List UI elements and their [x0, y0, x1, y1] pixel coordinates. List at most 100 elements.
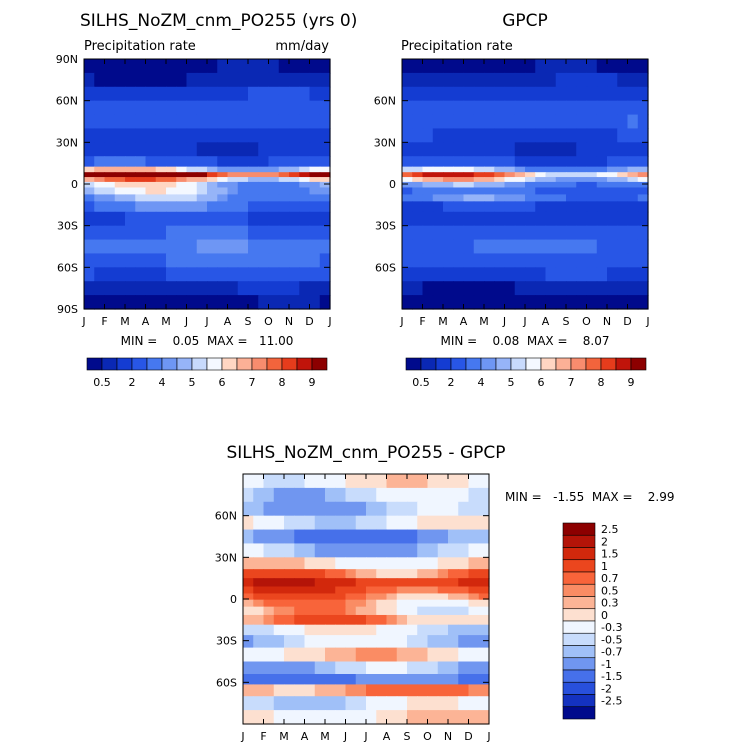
field-cell — [304, 569, 316, 579]
field-cell — [278, 194, 290, 202]
colorbar-label: 5 — [508, 376, 515, 389]
field-cell — [607, 187, 618, 196]
field-cell — [355, 543, 367, 558]
field-cell — [376, 606, 388, 616]
field-cell — [473, 72, 485, 88]
field-cell — [535, 253, 547, 268]
field-cell — [386, 614, 398, 626]
month-tick-label: J — [81, 315, 85, 328]
field-cell — [566, 100, 577, 116]
colorbar-label: 9 — [628, 376, 635, 389]
field-cell — [366, 557, 377, 570]
field-cell — [376, 674, 388, 686]
field-cell — [104, 166, 116, 173]
field-cell — [268, 128, 280, 143]
field-cell — [484, 194, 495, 202]
field-cell — [166, 100, 177, 116]
field-cell — [566, 172, 577, 178]
field-cell — [355, 586, 367, 595]
field-cell — [217, 211, 229, 227]
field-cell — [427, 624, 439, 636]
field-cell — [396, 696, 408, 711]
field-cell — [422, 253, 434, 268]
field-cell — [473, 142, 485, 157]
field-cell — [412, 172, 424, 178]
field-cell — [263, 501, 275, 517]
field-cell — [473, 194, 485, 202]
field-cell — [437, 635, 449, 649]
field-cell — [422, 142, 434, 157]
difference-colorbar: 2.521.510.70.50.30-0.3-0.5-0.7-1-1.5-2-2… — [562, 522, 622, 720]
field-cell — [555, 100, 567, 116]
field-cell — [284, 635, 295, 649]
field-cell — [535, 156, 547, 168]
colorbar-label: -0.7 — [601, 646, 622, 659]
field-cell — [448, 474, 459, 489]
field-cell — [145, 181, 157, 189]
field-cell — [207, 177, 218, 183]
field-cell — [284, 674, 295, 686]
field-cell — [263, 515, 275, 531]
colorbar-label: 0.7 — [601, 572, 619, 585]
field-cell — [376, 635, 388, 649]
month-tick-label: F — [419, 315, 425, 328]
field-cell — [304, 614, 316, 626]
field-cell — [248, 166, 259, 173]
field-cell — [576, 142, 588, 157]
field-cell — [443, 86, 454, 102]
field-cell — [248, 59, 259, 74]
field-cell — [412, 72, 424, 88]
field-cell — [453, 100, 465, 116]
field-cell — [432, 114, 444, 130]
field-cell — [484, 59, 495, 74]
field-cell — [376, 557, 388, 570]
field-cell — [514, 295, 526, 310]
field-cell — [217, 114, 229, 130]
field-cell — [627, 201, 639, 213]
field-cell — [253, 578, 265, 588]
field-cell — [84, 194, 95, 202]
field-cell — [355, 635, 367, 649]
field-cell — [278, 211, 290, 227]
field-cell — [253, 624, 265, 636]
field-cell — [555, 142, 567, 157]
field-cell — [309, 142, 321, 157]
field-cell — [278, 166, 290, 173]
field-cell — [576, 59, 588, 74]
field-cell — [196, 187, 208, 196]
field-cell — [402, 72, 413, 88]
field-cell — [376, 696, 388, 711]
month-tick-label: J — [399, 315, 403, 328]
field-cell — [94, 177, 106, 183]
colorbar-swatch — [405, 357, 422, 371]
field-cell — [417, 593, 429, 601]
field-cell — [427, 606, 439, 616]
field-cell — [402, 239, 413, 255]
field-cell — [294, 501, 306, 517]
field-cell — [402, 187, 413, 196]
field-cell — [268, 211, 280, 227]
field-cell — [258, 59, 270, 74]
field-cell — [555, 166, 567, 173]
field-cell — [504, 239, 516, 255]
field-cell — [84, 177, 95, 183]
field-cell — [248, 172, 259, 178]
field-cell — [617, 172, 629, 178]
field-cell — [248, 72, 259, 88]
field-cell — [278, 86, 290, 102]
field-cell — [309, 253, 321, 268]
field-cell — [263, 593, 275, 601]
field-cell — [94, 225, 106, 241]
field-cell — [366, 624, 377, 636]
field-cell — [427, 474, 439, 489]
field-cell — [94, 211, 106, 227]
field-cell — [443, 166, 454, 173]
field-cell — [545, 225, 557, 241]
field-cell — [443, 156, 454, 168]
field-cell — [504, 295, 516, 310]
field-cell — [268, 166, 280, 173]
field-cell — [248, 267, 259, 282]
field-cell — [427, 529, 439, 545]
field-cell — [314, 661, 326, 675]
field-cell — [478, 578, 490, 588]
